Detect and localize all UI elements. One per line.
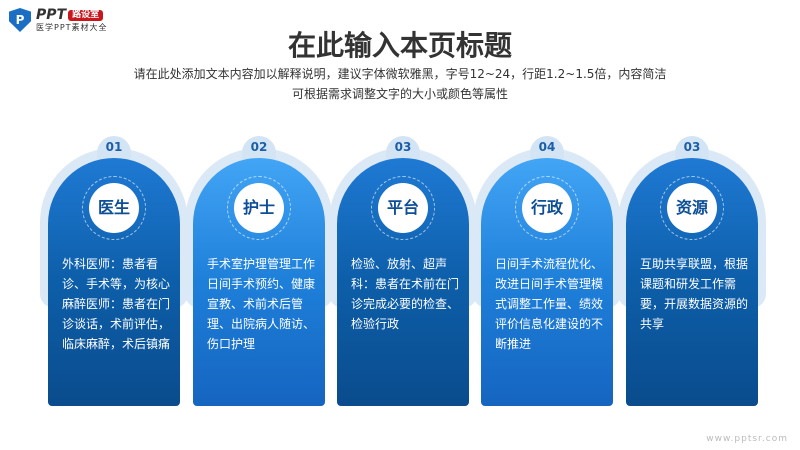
watermark: www.pptsr.com: [706, 434, 788, 444]
subtitle: 请在此处添加文本内容加以解释说明，建议字体微软雅黑，字号12~24，行距1.2~…: [0, 64, 800, 104]
card-number: 02: [242, 136, 276, 160]
card-number: 03: [386, 136, 420, 160]
logo-badge: 路设室: [68, 9, 104, 21]
card-3: 03 平台 检验、放射、超声科：患者在术前在门诊完成必要的检查、检验行政: [329, 136, 477, 416]
dashed-ring-icon: [660, 176, 724, 240]
card-body: 医生 外科医师：患者看诊、手术等，为核心 麻醉医师：患者在门诊谈话，术前评估，临…: [48, 158, 180, 406]
card-title: 医生: [89, 183, 139, 233]
card-text: 外科医师：患者看诊、手术等，为核心 麻醉医师：患者在门诊谈话，术前评估，临床麻醉…: [62, 257, 171, 351]
subtitle-line: 可根据需求调整文字的大小或颜色等属性: [291, 87, 508, 101]
card-4: 04 行政 日间手术流程优化、改进日间手术管理模式调整工作量、绩效评价信息化建设…: [473, 136, 621, 416]
card-number: 04: [530, 136, 564, 160]
card-2: 02 护士 手术室护理管理工作 日间手术预约、健康宣教、术前术后管理、出院病人随…: [185, 136, 333, 416]
card-title: 行政: [522, 183, 572, 233]
card-title: 护士: [234, 183, 284, 233]
card-body: 资源 互助共享联盟，根据课题和研发工作需要，开展数据资源的共享: [626, 158, 758, 406]
card-body: 平台 检验、放射、超声科：患者在术前在门诊完成必要的检查、检验行政: [337, 158, 469, 406]
card-text: 手术室护理管理工作 日间手术预约、健康宣教、术前术后管理、出院病人随访、伤口护理: [207, 257, 316, 351]
card-title: 资源: [667, 183, 717, 233]
dashed-ring-icon: [82, 176, 146, 240]
dashed-ring-icon: [515, 176, 579, 240]
dashed-ring-icon: [227, 176, 291, 240]
card-text: 检验、放射、超声科：患者在术前在门诊完成必要的检查、检验行政: [351, 257, 460, 331]
card-title: 平台: [378, 183, 428, 233]
card-number: 01: [97, 136, 131, 160]
card-5: 03 资源 互助共享联盟，根据课题和研发工作需要，开展数据资源的共享: [618, 136, 766, 416]
logo: P PPT 路设室 医学PPT素材大全: [9, 8, 108, 32]
card-body: 护士 手术室护理管理工作 日间手术预约、健康宣教、术前术后管理、出院病人随访、伤…: [193, 158, 325, 406]
dashed-ring-icon: [371, 176, 435, 240]
page-title: 在此输入本页标题: [287, 29, 512, 62]
card-body: 行政 日间手术流程优化、改进日间手术管理模式调整工作量、绩效评价信息化建设的不断…: [481, 158, 613, 406]
card-1: 01 医生 外科医师：患者看诊、手术等，为核心 麻醉医师：患者在门诊谈话，术前评…: [40, 136, 188, 416]
subtitle-line: 请在此处添加文本内容加以解释说明，建议字体微软雅黑，字号12~24，行距1.2~…: [133, 67, 667, 81]
card-text: 互助共享联盟，根据课题和研发工作需要，开展数据资源的共享: [640, 257, 749, 331]
logo-tagline: 医学PPT素材大全: [36, 23, 108, 32]
card-text: 日间手术流程优化、改进日间手术管理模式调整工作量、绩效评价信息化建设的不断推进: [495, 257, 604, 351]
logo-brand: PPT: [36, 7, 67, 23]
card-number: 03: [675, 136, 709, 160]
shield-logo-icon: P: [9, 8, 31, 32]
